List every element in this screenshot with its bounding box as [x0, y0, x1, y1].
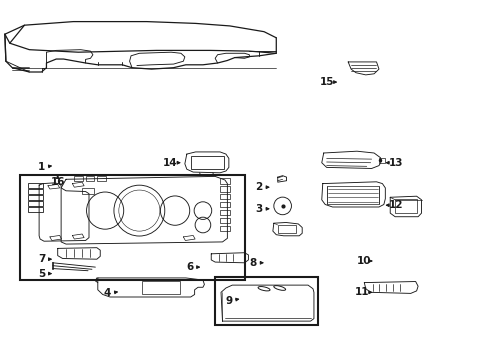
Text: 12: 12	[388, 200, 403, 210]
Bar	[85, 176, 94, 181]
Bar	[190, 156, 224, 169]
Text: 15: 15	[319, 77, 333, 87]
Text: 13: 13	[388, 158, 403, 168]
Bar	[220, 178, 229, 184]
Text: 5: 5	[38, 269, 45, 279]
Bar	[378, 158, 384, 163]
Text: 9: 9	[225, 296, 232, 306]
Text: 14: 14	[163, 158, 177, 168]
Bar	[142, 281, 180, 294]
Bar	[215, 277, 317, 325]
Text: 10: 10	[356, 256, 371, 266]
Bar	[28, 207, 43, 212]
Bar	[220, 202, 229, 207]
Bar	[220, 210, 229, 215]
Text: 4: 4	[103, 288, 111, 298]
Bar	[220, 186, 229, 192]
Bar	[28, 183, 43, 188]
Bar	[220, 218, 229, 223]
Text: 7: 7	[38, 254, 45, 264]
Bar	[28, 201, 43, 206]
Text: 16: 16	[50, 177, 65, 187]
Bar	[220, 226, 229, 231]
Bar	[394, 199, 416, 213]
Bar	[28, 189, 43, 194]
Text: 1: 1	[38, 162, 45, 172]
Bar	[220, 194, 229, 199]
Bar	[28, 195, 43, 200]
Text: 3: 3	[255, 204, 262, 214]
Bar	[97, 176, 105, 181]
Bar	[326, 186, 379, 204]
Bar	[74, 176, 83, 181]
Bar	[82, 188, 94, 194]
Text: 11: 11	[354, 287, 368, 297]
Bar	[277, 225, 296, 233]
Text: 2: 2	[255, 182, 262, 192]
Text: 8: 8	[249, 258, 256, 268]
Bar	[20, 175, 244, 280]
Text: 6: 6	[186, 262, 193, 272]
